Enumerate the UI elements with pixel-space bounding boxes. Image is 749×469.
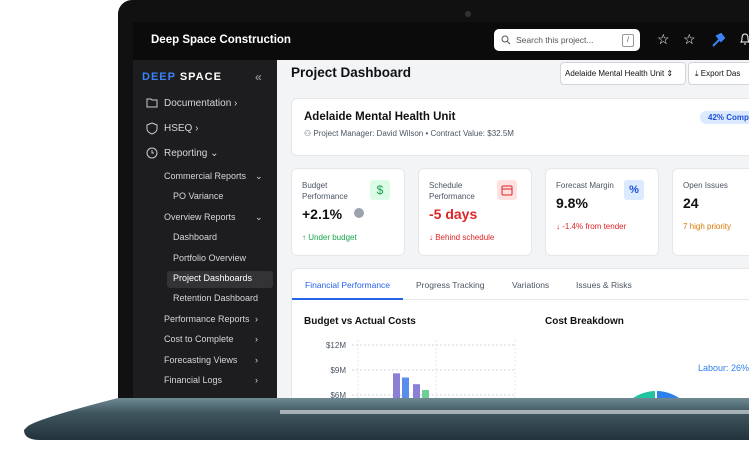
- star-icon[interactable]: ☆: [657, 31, 670, 47]
- kpi-label: Schedule Performance: [429, 181, 475, 201]
- chart-title: Cost Breakdown: [545, 316, 624, 327]
- star-icon[interactable]: ☆: [683, 31, 696, 47]
- nav-subitem[interactable]: Portfolio Overview: [173, 252, 247, 263]
- sidebar: [133, 60, 277, 398]
- bell-icon[interactable]: [738, 32, 749, 46]
- logo-a: DEEP: [142, 71, 176, 83]
- tab-divider: [292, 299, 749, 300]
- kpi-note: ↓ Behind schedule: [429, 233, 495, 242]
- kpi-icon: %: [624, 180, 644, 200]
- chevron: ›: [255, 313, 258, 324]
- bar: [402, 377, 409, 398]
- charts: $12M $9M $6M Labour: 26%: [326, 340, 749, 398]
- active-highlight: [167, 271, 273, 288]
- tab[interactable]: Variations: [512, 280, 550, 290]
- top-bar: [133, 22, 749, 60]
- project-card: [291, 98, 749, 156]
- nav-subitem[interactable]: Commercial Reports: [164, 171, 247, 181]
- hammer-icon[interactable]: [711, 33, 725, 47]
- bar: [393, 373, 400, 398]
- kpi-note: 7 high priority: [683, 222, 732, 231]
- nav-subitem[interactable]: Cost to Complete: [164, 334, 234, 345]
- select-label: Adelaide Mental Health Unit: [565, 69, 665, 78]
- project-name: Adelaide Mental Health Unit: [304, 111, 456, 123]
- camera: [465, 11, 471, 17]
- nav-subitem[interactable]: Performance Reports: [164, 313, 250, 324]
- page-title: Project Dashboard: [291, 65, 412, 80]
- slice-label: Labour: 26%: [698, 363, 749, 373]
- logo: DEEP SPACE: [142, 71, 222, 83]
- manager: Project Manager: David Wilson: [313, 129, 424, 138]
- project-select[interactable]: Adelaide Mental Health Unit ⇕: [560, 62, 686, 85]
- export-label: Export Das: [700, 69, 741, 78]
- kpi-value: 9.8%: [556, 195, 588, 211]
- chevron: ⌄: [255, 211, 263, 222]
- screen: Deep Space Construction Search this proj…: [133, 22, 749, 398]
- search-icon: [501, 35, 511, 45]
- chart-title: Budget vs Actual Costs: [304, 316, 416, 327]
- nav-subitem[interactable]: Forecasting Views: [164, 354, 238, 365]
- nav-item[interactable]: Reporting ⌄: [164, 148, 219, 159]
- tabs-card: [291, 268, 749, 398]
- kpi-label: Forecast Margin: [556, 181, 614, 190]
- bar: [422, 390, 429, 398]
- project-meta: ⚇ Project Manager: David Wilson • Contra…: [304, 129, 514, 138]
- collapse-button[interactable]: «: [255, 70, 262, 84]
- chevron: ⌄: [255, 171, 263, 181]
- nav-subitem[interactable]: Financial Logs: [164, 375, 223, 385]
- brand: Deep Space Construction: [151, 34, 291, 46]
- nav-item[interactable]: Documentation ›: [164, 98, 238, 109]
- search-placeholder: Search this project...: [516, 35, 594, 45]
- laptop-base: [24, 398, 749, 440]
- nav-icons: [146, 98, 158, 159]
- search-key: /: [622, 34, 634, 47]
- kpi-note: ↑ Under budget: [302, 233, 357, 242]
- donut-slice: [655, 391, 679, 398]
- nav-label: HSEQ: [164, 123, 193, 134]
- nav-subitem[interactable]: Retention Dashboard: [173, 293, 259, 304]
- y-tick-label: $6M: [330, 391, 346, 398]
- progress-badge: 42% Comp: [700, 111, 749, 124]
- status-dot: [354, 208, 364, 218]
- tab[interactable]: Issues & Risks: [576, 280, 632, 290]
- nav-subitem[interactable]: Overview Reports: [164, 211, 236, 222]
- bar: [413, 384, 420, 398]
- kpi-note: ↓ -1.4% from tender: [556, 222, 627, 231]
- tab[interactable]: Financial Performance: [305, 280, 391, 290]
- nav-subitem[interactable]: PO Variance: [173, 191, 224, 202]
- y-tick-label: $12M: [326, 341, 346, 350]
- chevron: ›: [255, 334, 258, 345]
- chevron: ›: [255, 354, 258, 365]
- kpi-value: 24: [683, 195, 699, 211]
- chevron: ›: [255, 375, 258, 385]
- nav-item[interactable]: HSEQ ›: [164, 123, 199, 134]
- nav-subitem[interactable]: Project Dashboards: [173, 273, 253, 283]
- kpi-value: +2.1%: [302, 206, 343, 222]
- kpi-card: [672, 168, 749, 256]
- nav-label: Documentation: [164, 98, 232, 109]
- kpi-icon: $: [370, 180, 390, 200]
- tab[interactable]: Progress Tracking: [416, 280, 485, 290]
- kpi-value: -5 days: [429, 206, 478, 222]
- nav-subitem[interactable]: Dashboard: [173, 232, 218, 243]
- search-box[interactable]: [494, 29, 640, 51]
- kpi-label: Open Issues: [683, 181, 728, 190]
- kpi-icon: [497, 180, 517, 200]
- export-button[interactable]: ⤓ Export Das: [688, 62, 749, 85]
- logo-b: SPACE: [179, 71, 222, 83]
- tab-underline: [292, 298, 403, 300]
- kpi-label: Budget Performance: [302, 181, 348, 201]
- contract: Contract Value: $32.5M: [430, 129, 514, 138]
- y-tick-label: $9M: [330, 366, 346, 375]
- nav-label: Reporting: [164, 148, 208, 159]
